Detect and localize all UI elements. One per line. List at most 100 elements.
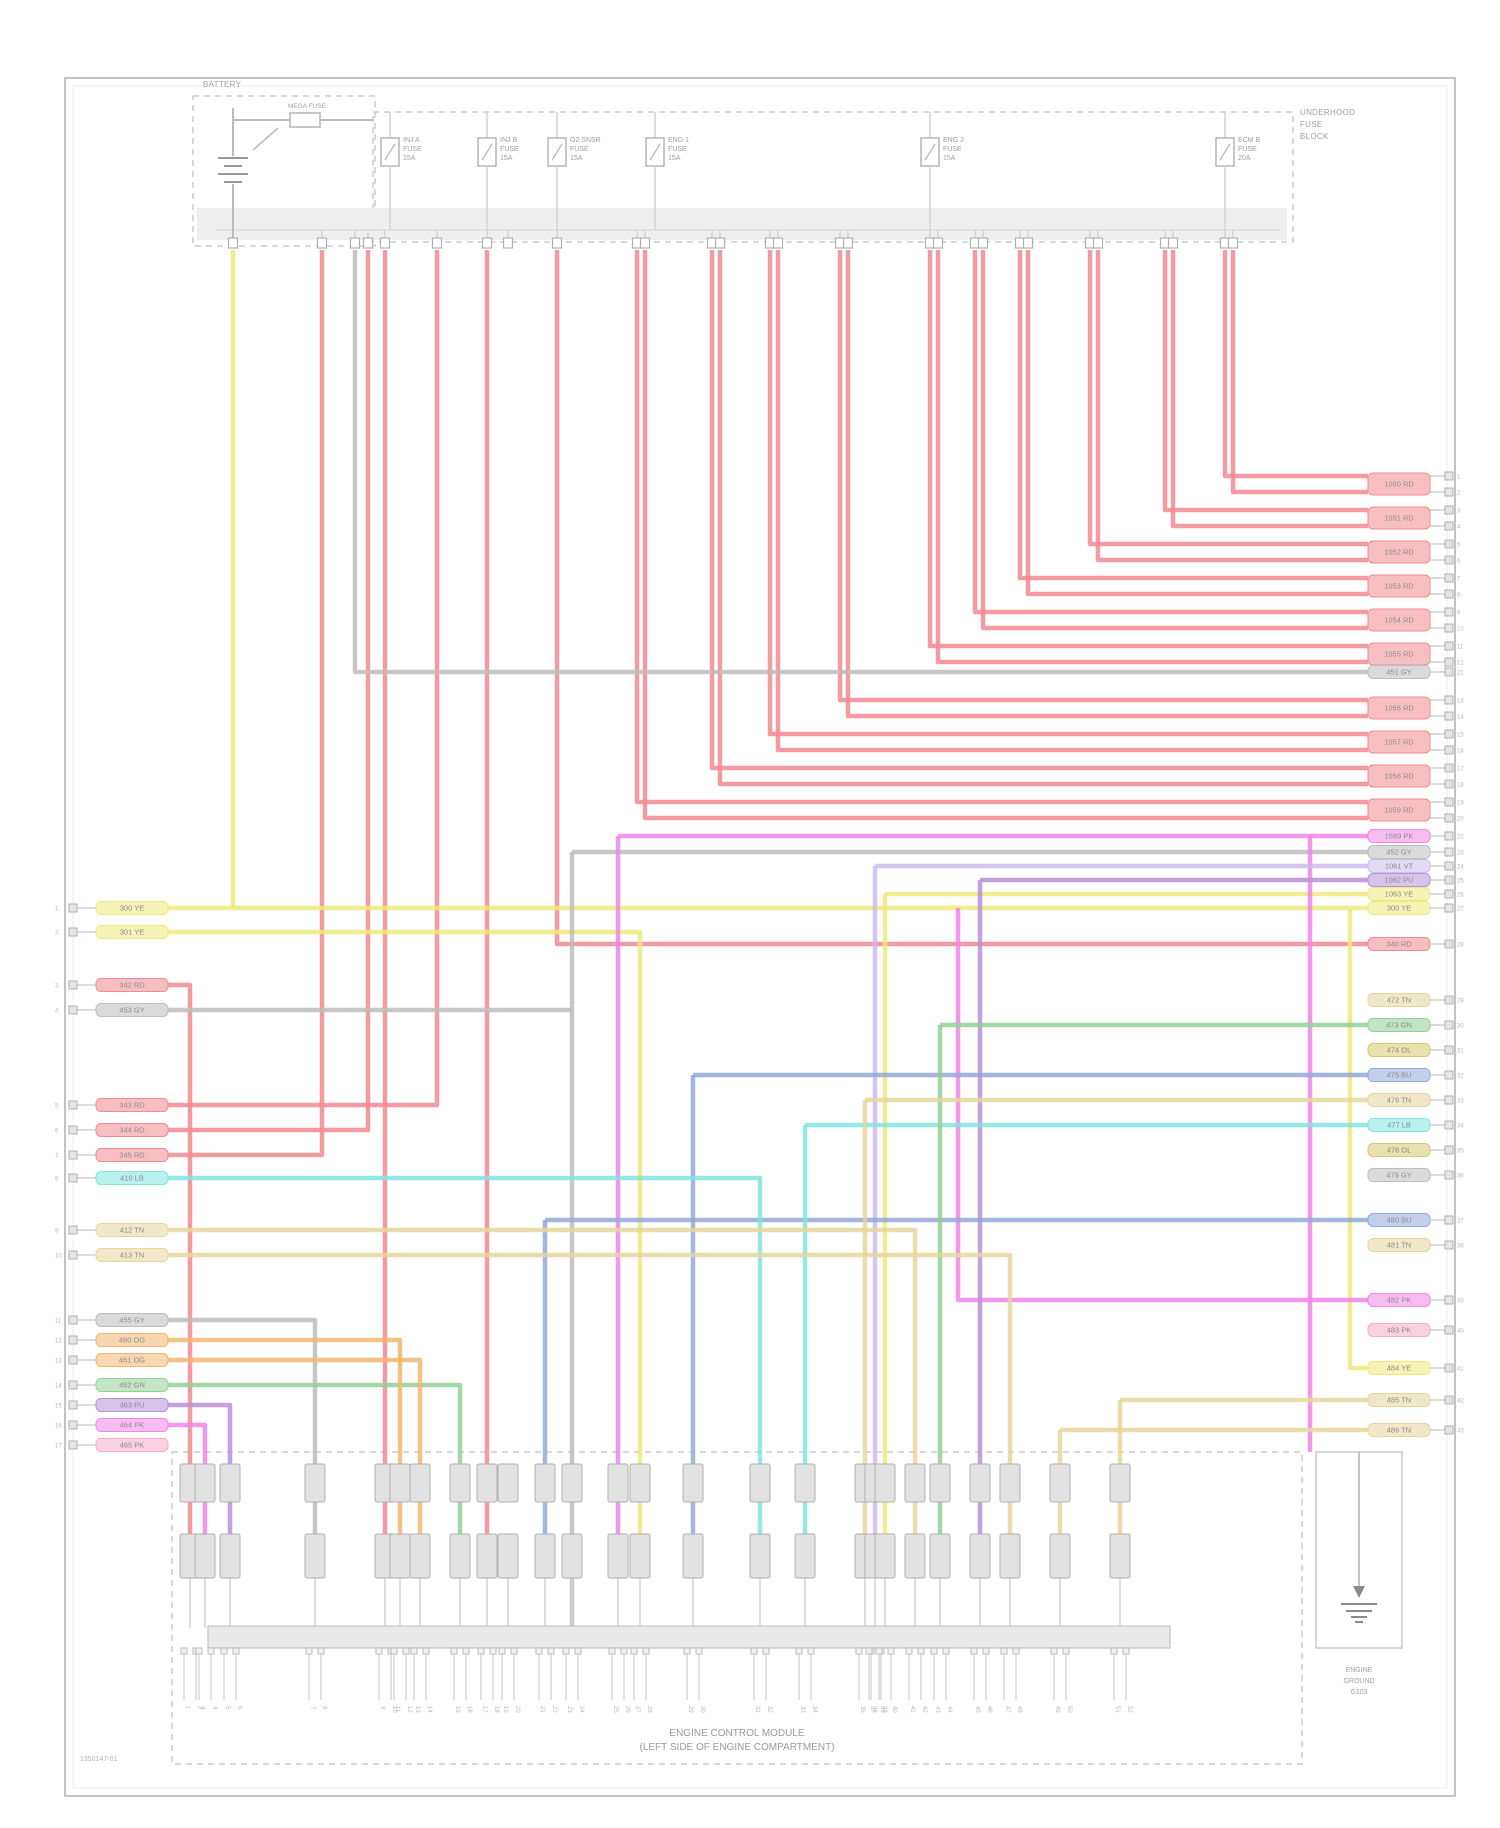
connector [607, 1533, 629, 1579]
svg-text:23: 23 [566, 1706, 572, 1713]
svg-text:8: 8 [321, 1706, 327, 1710]
svg-text:27: 27 [634, 1706, 640, 1713]
svg-text:1: 1 [184, 1706, 190, 1710]
svg-text:412 TN: 412 TN [120, 1226, 144, 1235]
svg-text:13: 13 [414, 1706, 420, 1713]
svg-text:1061 VT: 1061 VT [1385, 862, 1414, 871]
svg-text:15: 15 [1457, 733, 1464, 739]
svg-text:342 RD: 342 RD [119, 981, 145, 990]
module-caption-line1: ENGINE CONTROL MODULE [669, 1728, 805, 1739]
wire-tan [168, 1227, 918, 1560]
svg-text:29: 29 [687, 1706, 693, 1713]
svg-text:7: 7 [55, 1154, 59, 1160]
svg-text:462 GN: 462 GN [119, 1381, 145, 1390]
connector [497, 1533, 519, 1579]
svg-text:14: 14 [426, 1706, 432, 1713]
svg-text:21: 21 [539, 1706, 545, 1713]
ground-assembly: ENGINE GROUND G103 [1315, 1451, 1403, 1696]
svg-text:6: 6 [1457, 559, 1461, 565]
wire-red [1162, 250, 1368, 513]
wire-label [1367, 608, 1431, 632]
svg-text:340 RD: 340 RD [1386, 940, 1412, 949]
connector [194, 1463, 216, 1503]
svg-text:23: 23 [1457, 851, 1464, 857]
svg-text:12: 12 [406, 1706, 412, 1713]
svg-text:484 YE: 484 YE [1387, 1364, 1411, 1373]
svg-text:10: 10 [391, 1706, 397, 1713]
svg-text:1063 YE: 1063 YE [1385, 890, 1414, 899]
svg-text:45: 45 [974, 1706, 980, 1713]
svg-text:30: 30 [699, 1706, 705, 1713]
svg-text:344 RD: 344 RD [119, 1126, 145, 1135]
svg-text:4: 4 [211, 1706, 217, 1710]
connector [1109, 1533, 1131, 1579]
svg-text:1062 PU: 1062 PU [1384, 876, 1413, 885]
wire-label [1367, 764, 1431, 788]
svg-text:42: 42 [921, 1706, 927, 1713]
svg-text:301 YE: 301 YE [120, 928, 144, 937]
svg-text:41: 41 [909, 1706, 915, 1713]
svg-text:19: 19 [502, 1706, 508, 1713]
svg-text:1051 RD: 1051 RD [1384, 514, 1414, 523]
fuse-block-label-1: UNDERHOOD [1300, 108, 1356, 117]
svg-text:481 TN: 481 TN [1387, 1241, 1411, 1250]
svg-text:1056 RD: 1056 RD [1384, 704, 1414, 713]
connector [682, 1463, 704, 1503]
connector [874, 1463, 896, 1503]
svg-text:29: 29 [1457, 999, 1464, 1005]
svg-text:37: 37 [869, 1706, 875, 1713]
svg-text:9: 9 [1457, 611, 1461, 617]
module-caption-line2: (LEFT SIDE OF ENGINE COMPARTMENT) [639, 1742, 835, 1753]
svg-text:2: 2 [196, 1706, 202, 1710]
connector [794, 1533, 816, 1579]
svg-text:25: 25 [1457, 879, 1464, 885]
svg-text:24: 24 [1457, 865, 1464, 871]
fuse-block-label-2: FUSE [1300, 120, 1323, 129]
wire-label [95, 1098, 169, 1112]
connector [409, 1533, 431, 1579]
svg-text:ENG 2: ENG 2 [943, 137, 964, 144]
svg-text:16: 16 [466, 1706, 472, 1713]
wire-label [95, 1378, 169, 1392]
wire-label [1367, 696, 1431, 720]
svg-text:413 TN: 413 TN [120, 1251, 144, 1260]
svg-text:42: 42 [1457, 1399, 1464, 1405]
svg-text:39: 39 [879, 1706, 885, 1713]
wire-label [95, 1333, 169, 1347]
svg-text:31: 31 [754, 1706, 760, 1713]
svg-text:21: 21 [1457, 671, 1464, 677]
connector [969, 1463, 991, 1503]
svg-text:15A: 15A [500, 155, 513, 162]
wire-red [1025, 250, 1368, 597]
wire-label [95, 1313, 169, 1327]
wire-label [95, 1353, 169, 1367]
svg-text:7: 7 [309, 1706, 315, 1710]
svg-text:20: 20 [514, 1706, 520, 1713]
connector [389, 1463, 411, 1503]
svg-text:476 TN: 476 TN [1387, 1096, 1411, 1105]
svg-text:20: 20 [1457, 817, 1464, 823]
wire-label [95, 978, 169, 992]
svg-text:1050 RD: 1050 RD [1384, 480, 1414, 489]
connector [449, 1533, 471, 1579]
wire-purple [168, 1402, 233, 1560]
wire-red [837, 250, 1368, 703]
svg-text:50: 50 [1066, 1706, 1072, 1713]
svg-text:ENG 1: ENG 1 [668, 137, 689, 144]
wire-red [168, 250, 371, 1133]
svg-text:39: 39 [1457, 1299, 1464, 1305]
wire-red [767, 250, 1368, 737]
connector [534, 1533, 556, 1579]
svg-text:43: 43 [1457, 1429, 1464, 1435]
svg-text:37: 37 [1457, 1219, 1464, 1225]
svg-text:40: 40 [891, 1706, 897, 1713]
wire-red [1170, 250, 1368, 529]
svg-text:FUSE: FUSE [500, 146, 519, 153]
svg-text:3: 3 [55, 984, 59, 990]
svg-text:343 RD: 343 RD [119, 1101, 145, 1110]
svg-text:463 PU: 463 PU [119, 1401, 144, 1410]
wire-red [634, 250, 1368, 805]
